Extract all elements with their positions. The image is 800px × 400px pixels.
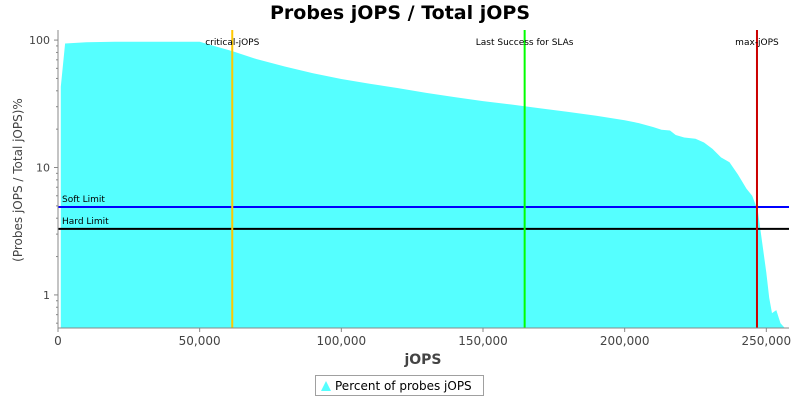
y-tick-label: 1 xyxy=(43,289,50,302)
area-series xyxy=(60,41,785,329)
y-axis-label: (Probes jOPS / Total jOPS)% xyxy=(11,98,25,262)
legend: Percent of probes jOPS xyxy=(315,375,484,396)
vline-label: Last Success for SLAs xyxy=(476,38,574,48)
legend-label: Percent of probes jOPS xyxy=(335,378,472,393)
vline-label: max-jOPS xyxy=(735,38,779,48)
y-tick-label: 10 xyxy=(36,162,50,175)
x-tick-label: 100,000 xyxy=(317,334,367,348)
y-tick-label: 100 xyxy=(29,34,50,47)
chart-title: Probes jOPS / Total jOPS xyxy=(270,2,530,24)
x-axis-label: jOPS xyxy=(403,352,441,368)
x-tick-label: 150,000 xyxy=(458,334,508,348)
plot-area: Soft Limit Hard Limit critical-jOPS Last Su… xyxy=(58,30,789,329)
vline-label: critical-jOPS xyxy=(205,38,259,48)
legend-swatch-icon xyxy=(321,380,331,391)
x-tick-label: 50,000 xyxy=(179,334,221,348)
x-tick-label: 250,000 xyxy=(742,334,792,348)
axes: 0 50,000 100,000 150,000 200,000 250,000 1 10 10… xyxy=(29,30,791,348)
hline-label: Hard Limit xyxy=(62,217,109,227)
x-tick-label: 0 xyxy=(54,334,62,348)
x-tick-label: 200,000 xyxy=(600,334,650,348)
hline-label: Soft Limit xyxy=(62,195,105,205)
